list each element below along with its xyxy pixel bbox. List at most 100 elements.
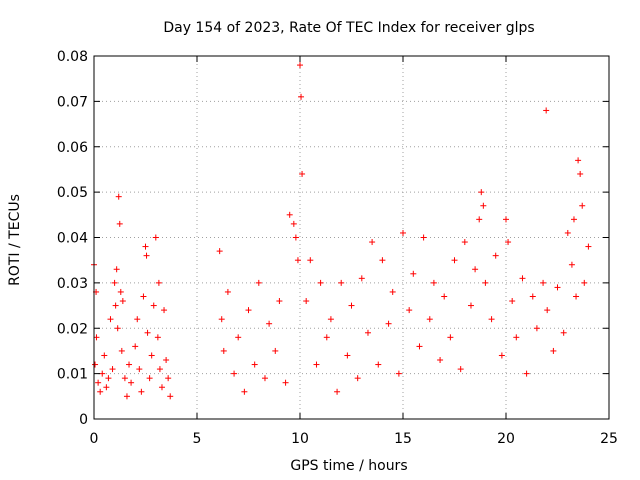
data-point (354, 375, 361, 382)
data-point (231, 370, 238, 377)
data-point (132, 343, 139, 350)
y-axis-ticks: 0 0.01 0.02 0.03 0.04 0.05 0.06 0.07 0.08 (57, 49, 609, 428)
x-tick-label: 5 (193, 431, 202, 447)
data-point (488, 316, 495, 323)
data-point (344, 352, 351, 359)
data-point (282, 379, 289, 386)
data-point (379, 257, 386, 264)
data-point (154, 334, 161, 341)
data-point (115, 193, 122, 200)
data-point (554, 284, 561, 291)
data-point (400, 229, 406, 236)
data-point (298, 93, 305, 100)
data-point (161, 307, 168, 314)
data-point (410, 270, 417, 277)
data-point (142, 243, 149, 250)
data-point (116, 220, 123, 227)
data-point (138, 388, 145, 395)
data-point (103, 384, 110, 391)
data-point (480, 202, 487, 209)
data-point (577, 170, 584, 177)
data-point (112, 302, 119, 309)
data-point (389, 288, 396, 295)
data-point (560, 329, 567, 336)
data-point (478, 189, 485, 196)
data-point (218, 316, 225, 323)
data-point (467, 302, 474, 309)
data-point (533, 325, 540, 332)
data-point (461, 239, 468, 246)
data-point (299, 170, 306, 177)
data-point (529, 293, 536, 300)
data-point (430, 279, 437, 286)
data-point (111, 279, 118, 286)
data-point (416, 343, 423, 350)
data-point (158, 384, 165, 391)
data-point (323, 334, 330, 341)
data-point (292, 234, 299, 241)
data-point (119, 298, 126, 305)
data-point (134, 316, 141, 323)
data-point (406, 307, 413, 314)
y-tick-label: 0.08 (57, 49, 88, 65)
data-point (101, 352, 108, 359)
x-axis-ticks: 0 5 10 15 20 25 (90, 56, 618, 447)
data-point (317, 279, 324, 286)
y-tick-label: 0.02 (57, 321, 88, 337)
data-point (216, 248, 223, 255)
x-tick-label: 15 (394, 431, 412, 447)
data-point (307, 257, 314, 264)
data-point (140, 293, 147, 300)
data-point (334, 388, 341, 395)
data-point (143, 252, 150, 259)
x-tick-label: 0 (90, 431, 99, 447)
data-point (144, 329, 151, 336)
plot-frame (93, 55, 610, 420)
data-point (224, 288, 231, 295)
data-point (163, 357, 170, 364)
y-tick-label: 0.05 (57, 185, 88, 201)
data-point (155, 279, 162, 286)
data-point (286, 211, 293, 218)
data-point (220, 347, 227, 354)
data-point (395, 370, 402, 377)
y-tick-label: 0.03 (57, 276, 88, 292)
data-point (255, 279, 262, 286)
y-tick-label: 0.07 (57, 94, 88, 110)
data-point (148, 352, 155, 359)
data-point (92, 361, 99, 368)
data-points (91, 62, 592, 400)
data-point (579, 202, 586, 209)
data-point (109, 366, 116, 373)
data-point (235, 334, 242, 341)
data-point (369, 239, 376, 246)
data-point (544, 307, 551, 314)
data-point (121, 375, 128, 382)
data-point (118, 347, 125, 354)
data-point (441, 293, 448, 300)
data-point (294, 257, 301, 264)
data-point (313, 361, 320, 368)
y-tick-label: 0 (79, 412, 88, 428)
grid-lines (94, 56, 609, 419)
data-point (581, 279, 588, 286)
data-point (550, 347, 557, 354)
data-point (348, 302, 355, 309)
data-point (338, 279, 345, 286)
data-point (575, 157, 582, 164)
data-point (437, 357, 444, 364)
data-point (492, 252, 499, 259)
data-point (503, 216, 509, 223)
data-point (472, 266, 479, 273)
data-point (99, 370, 106, 377)
data-point (117, 288, 124, 295)
data-point (568, 261, 575, 268)
data-point (385, 320, 392, 327)
data-point (358, 275, 365, 282)
data-point (564, 229, 571, 236)
data-point (523, 370, 530, 377)
y-tick-label: 0.06 (57, 140, 88, 156)
data-point (570, 216, 577, 223)
data-point (375, 361, 382, 368)
